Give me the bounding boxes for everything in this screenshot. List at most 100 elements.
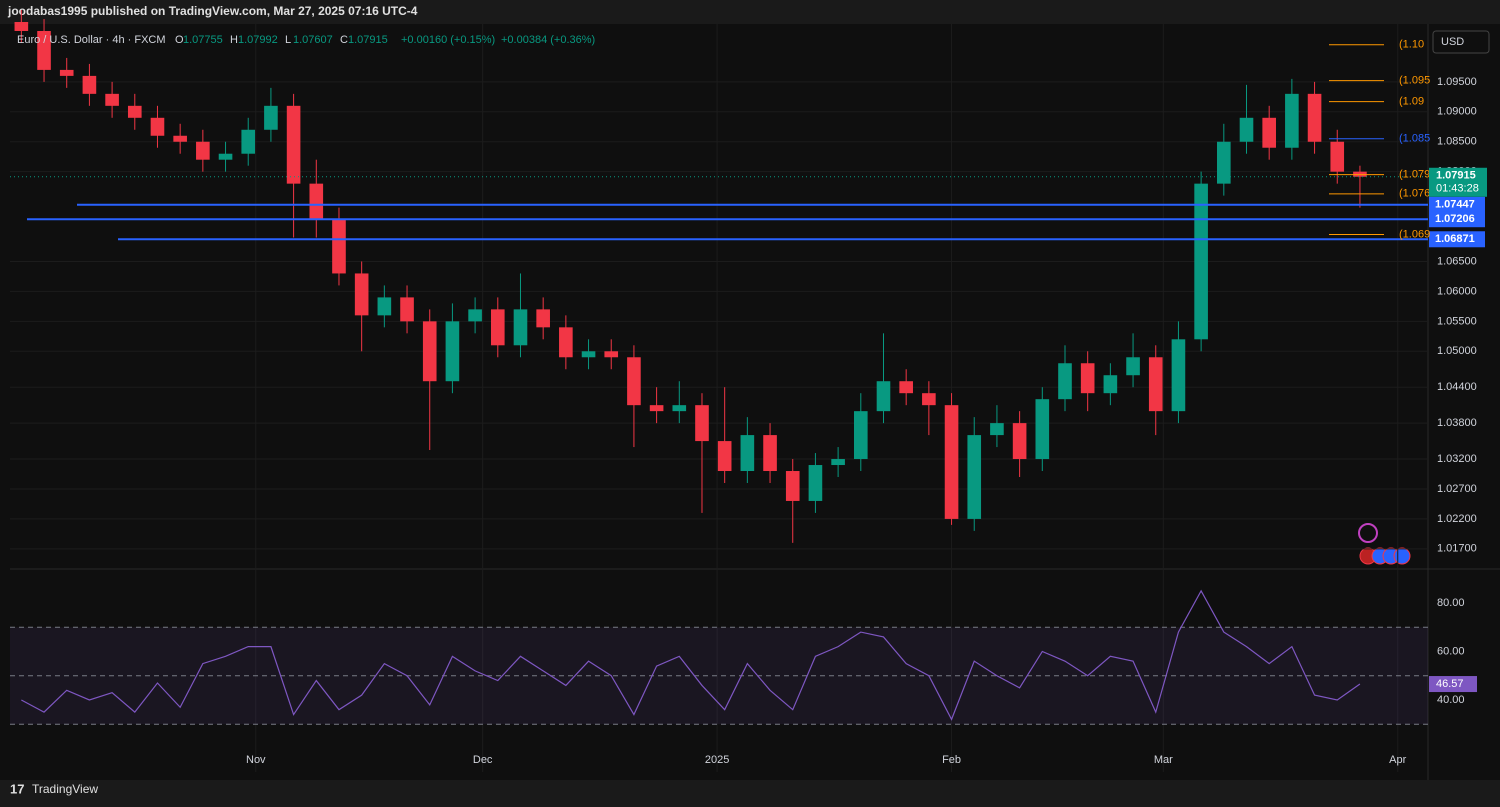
candle-body [468, 309, 482, 322]
currency-button[interactable] [1432, 30, 1490, 54]
y-tick-label: 1.04400 [1437, 381, 1477, 393]
candle-body [1058, 363, 1072, 400]
candle-body [422, 321, 437, 382]
candle-body [536, 309, 550, 328]
candle-body [82, 75, 97, 94]
y-tick-label: 1.09500 [1437, 76, 1477, 88]
candle-body [899, 381, 913, 394]
candle-body [173, 135, 187, 142]
candle-body [785, 471, 800, 501]
x-tick-label: Feb [942, 754, 961, 766]
candle-body [1103, 375, 1118, 394]
overlay: Euro / U.S. Dollar · 4h · FXCM O 1.07755 H… [17, 34, 1487, 766]
y-tick-label: 1.08500 [1437, 136, 1477, 148]
candle-body [1126, 357, 1140, 376]
candle-body [513, 309, 528, 346]
y-tick-label: 1.06500 [1437, 255, 1477, 267]
last-price-label: 1.07915 [1436, 170, 1476, 182]
y-tick-label: 1.02700 [1437, 483, 1477, 495]
candle-body [354, 273, 369, 316]
change-2: +0.00384 (+0.36%) [501, 34, 595, 46]
candle-body [1171, 339, 1186, 412]
support-label-box [1429, 231, 1485, 248]
symbol: Euro / U.S. Dollar · 4h · FXCM [17, 34, 166, 46]
candle-body [1330, 141, 1345, 172]
x-tick-label: Mar [1154, 754, 1173, 766]
currency[interactable]: USD [1441, 36, 1464, 48]
publisher: joodabas1995 published on TradingView.co… [7, 4, 418, 18]
candle-body [37, 30, 51, 70]
change: +0.00160 (+0.15%) [401, 34, 495, 46]
candle-body [150, 117, 165, 136]
support-label: 1.06871 [1435, 233, 1475, 245]
logo: 17 [10, 781, 24, 796]
candle-body [127, 105, 142, 118]
x-tick-label: 2025 [705, 754, 729, 766]
candle-body [218, 153, 233, 160]
ohlc-key: H [230, 34, 238, 46]
candle-body [1080, 363, 1095, 394]
level-label: (1.079 [1399, 169, 1430, 181]
candle-body [1239, 117, 1254, 142]
candle-body [286, 105, 301, 184]
rsi-value-box [1429, 676, 1477, 693]
candle-body [831, 459, 845, 466]
level-label: (1.09 [1399, 96, 1424, 108]
countdown: 01:43:28 [1436, 183, 1479, 195]
y-tick-label: 40.00 [1437, 694, 1465, 706]
candle-body [1148, 357, 1163, 412]
candle-body [241, 129, 256, 154]
ohlc-value: 1.07607 [293, 34, 333, 46]
y-tick-label: 1.05500 [1437, 315, 1477, 327]
brand: TradingView [32, 782, 98, 796]
ohlc-key: L [285, 34, 291, 46]
candle-body [990, 423, 1004, 436]
support-label: 1.07206 [1435, 213, 1475, 225]
y-tick-label: 1.05000 [1437, 345, 1477, 357]
candle-body [763, 435, 777, 472]
footer-bar [0, 780, 1500, 807]
ohlc-value: 1.07915 [348, 34, 388, 46]
candle-body [1035, 399, 1050, 460]
candle-body [717, 441, 732, 472]
last-price-box [1429, 167, 1487, 197]
level-label: (1.095 [1399, 75, 1430, 87]
plot: 1.095001.090001.085001.080001.065001.060… [10, 10, 1477, 772]
candle-body [581, 351, 596, 358]
x-tick-label: Apr [1389, 754, 1406, 766]
support-label-box [1429, 196, 1485, 213]
candle-body [740, 435, 755, 472]
candle-body [105, 93, 119, 106]
candle-body [59, 69, 74, 76]
level-label: (1.076 [1399, 188, 1430, 200]
candle-body [1012, 423, 1027, 460]
support-label: 1.07447 [1435, 199, 1475, 211]
candle-body [1307, 93, 1322, 142]
candle-body [1285, 93, 1299, 148]
candle-body [1262, 117, 1276, 148]
y-tick-label: 60.00 [1437, 645, 1465, 657]
y-tick-label: 1.02200 [1437, 513, 1477, 525]
candle-body [309, 183, 324, 220]
candle-body [14, 22, 29, 31]
candle-body [264, 105, 278, 130]
candle-body [695, 405, 709, 442]
candle-body [1217, 141, 1231, 184]
y-tick-label: 1.01700 [1437, 543, 1477, 555]
y-tick-label: 1.03800 [1437, 417, 1477, 429]
rsi-value-label: 46.57 [1436, 678, 1464, 690]
flash-icon[interactable] [1358, 523, 1378, 543]
candle-body [627, 357, 641, 406]
x-tick-label: Nov [246, 754, 266, 766]
candle-body [445, 321, 460, 382]
event-icon[interactable] [1393, 547, 1411, 565]
support-label-box [1429, 211, 1485, 228]
rsi-band [10, 627, 1428, 725]
level-label: (1.069 [1399, 228, 1430, 240]
candle-body [672, 405, 687, 412]
ohlc-key: O [175, 34, 184, 46]
candle-body [649, 405, 664, 412]
y-tick-label: 1.06000 [1437, 285, 1477, 297]
